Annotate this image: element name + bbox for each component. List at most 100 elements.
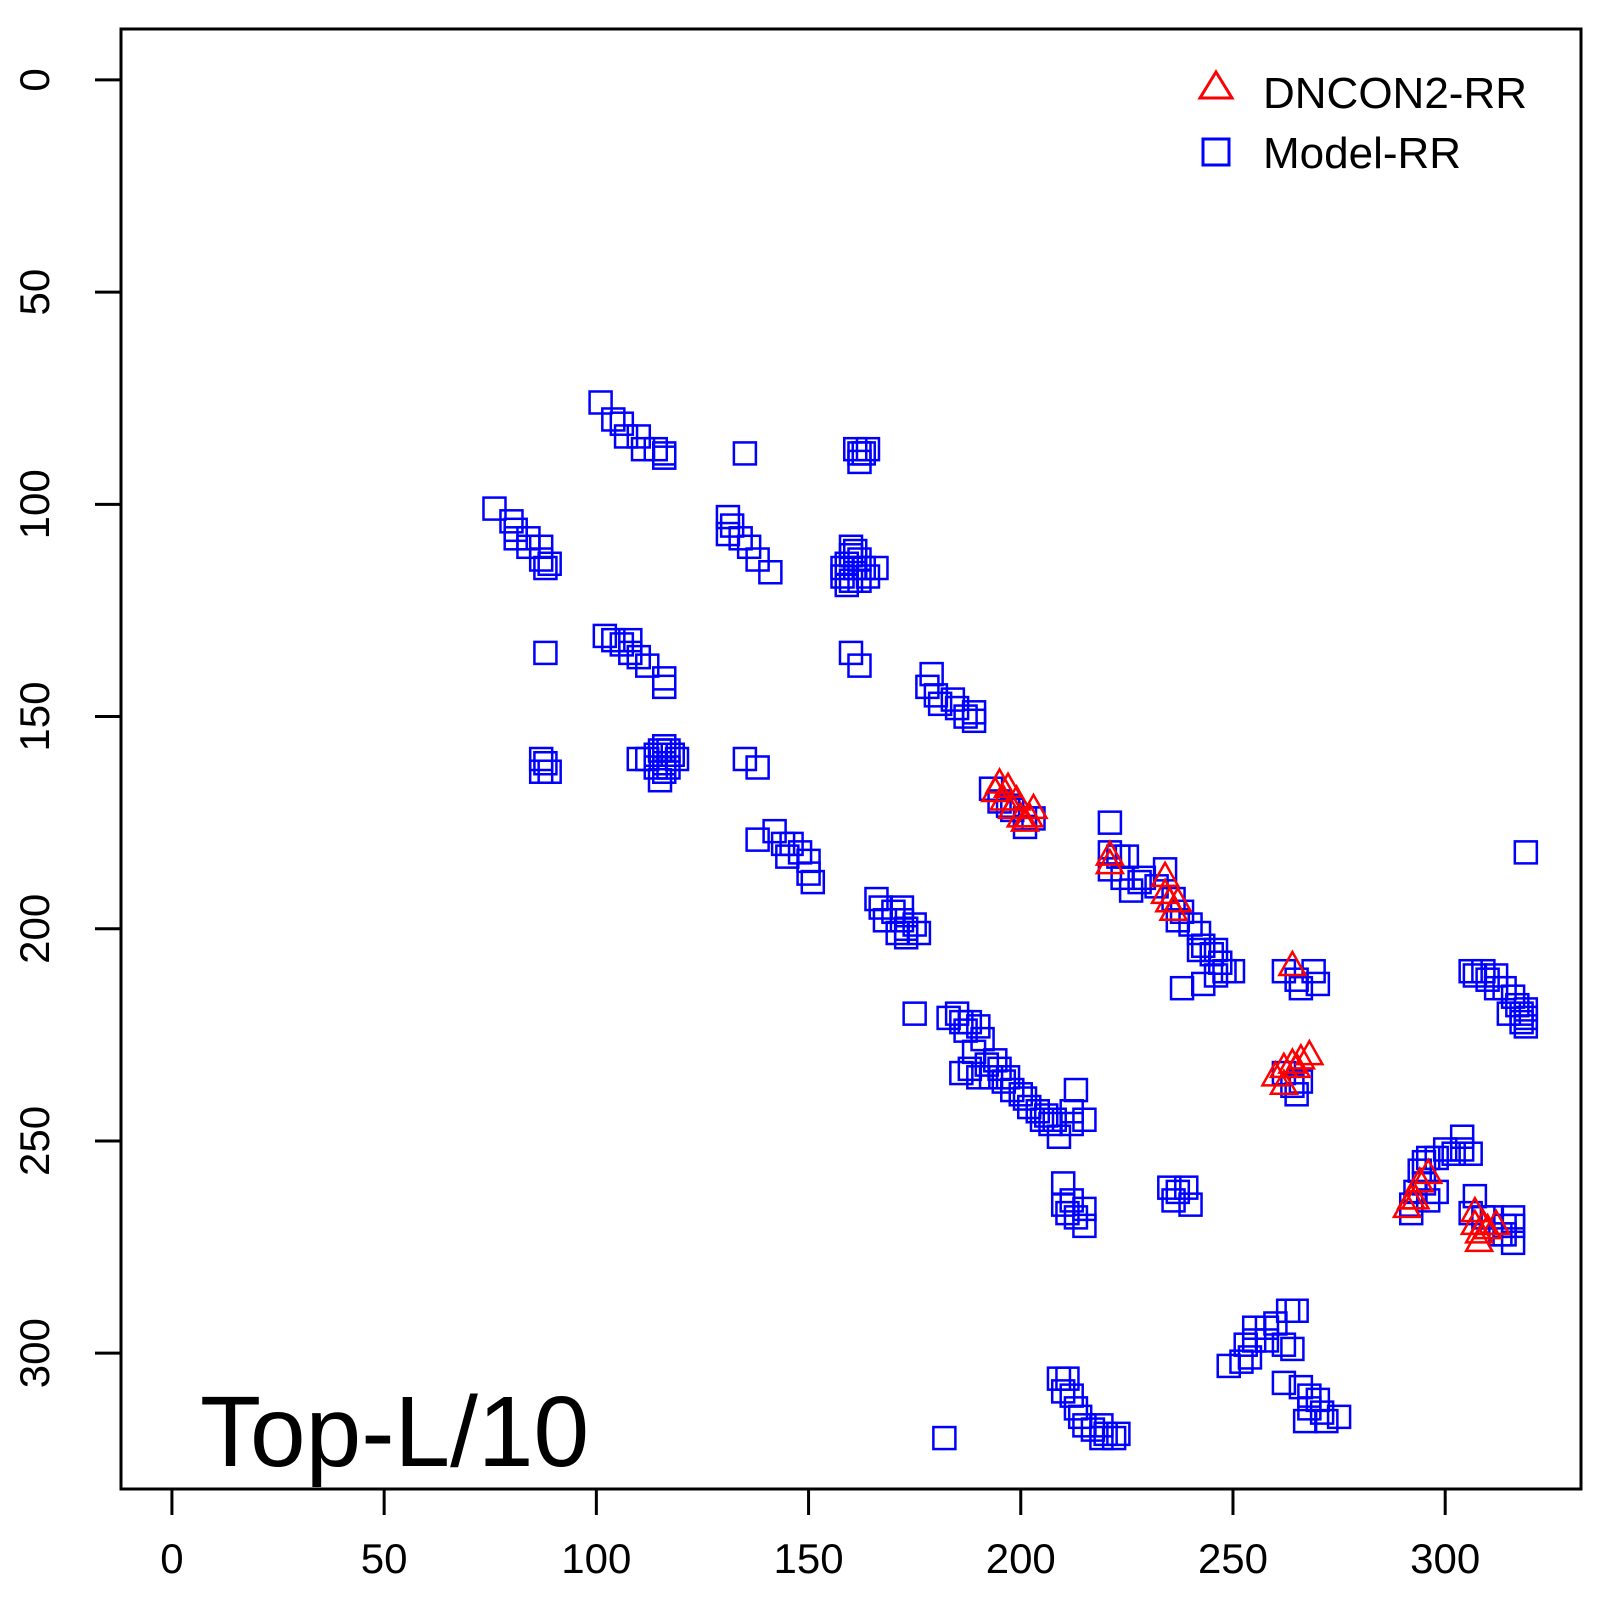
dncon2-rr-point <box>1162 885 1193 913</box>
model-rr-point <box>1191 933 1216 958</box>
x-tick-label: 300 <box>1410 1535 1480 1582</box>
model-rr-point <box>1186 920 1212 946</box>
y-tick-label: 0 <box>11 68 58 91</box>
model-rr-point <box>1305 971 1331 997</box>
model-rr-point <box>528 746 554 772</box>
model-rr-point <box>1254 1315 1280 1340</box>
model-rr-point <box>1017 1094 1042 1120</box>
model-rr-point <box>1097 810 1123 835</box>
model-rr-point <box>961 700 987 725</box>
model-rr-point <box>953 704 978 729</box>
model-rr-point <box>1178 1192 1203 1217</box>
model-rr-point <box>1500 984 1526 1009</box>
model-rr-point <box>1483 963 1509 988</box>
model-rr-point <box>847 653 872 678</box>
model-rr-point <box>847 449 872 475</box>
model-rr-point <box>533 640 558 666</box>
model-rr-point <box>944 1001 970 1026</box>
model-rr-point <box>482 496 507 521</box>
model-rr-point <box>889 908 915 933</box>
model-rr-point <box>957 1056 983 1082</box>
model-rr-point <box>1157 1175 1182 1200</box>
model-rr-point <box>1118 878 1144 903</box>
legend-label-dncon2-rr: DNCON2-RR <box>1263 69 1527 118</box>
model-rr-point <box>1326 1404 1352 1430</box>
model-rr-point <box>609 411 635 436</box>
model-rr-point <box>652 759 677 784</box>
model-rr-point <box>1288 975 1314 1001</box>
model-rr-point <box>1042 1107 1067 1133</box>
model-rr-point <box>796 861 821 886</box>
model-rr-point <box>1089 1425 1114 1451</box>
model-rr-point <box>533 555 558 581</box>
model-rr-point <box>1059 1111 1084 1137</box>
model-rr-point <box>923 683 949 708</box>
model-rr-point <box>1161 1188 1186 1213</box>
model-rr-point <box>626 644 652 670</box>
model-rr-point <box>728 526 753 551</box>
model-rr-point <box>1432 1137 1458 1162</box>
model-rr-point <box>1046 1124 1072 1149</box>
dncon2-rr-point <box>1277 949 1308 977</box>
model-rr-point <box>1292 1408 1318 1434</box>
model-rr-point <box>643 755 669 780</box>
model-rr-point <box>1415 1145 1441 1171</box>
model-rr-point <box>847 568 872 593</box>
model-rr-point <box>618 640 643 666</box>
model-rr-point <box>1492 975 1517 1001</box>
model-rr-point <box>995 1065 1021 1090</box>
annotation-top-l10: Top-L/10 <box>200 1376 589 1488</box>
model-rr-point <box>927 691 953 717</box>
x-tick-label: 50 <box>361 1535 408 1582</box>
model-rr-point <box>902 1001 927 1026</box>
model-rr-point <box>1203 963 1229 988</box>
model-rr-point <box>652 674 677 700</box>
y-tick-label: 300 <box>11 1318 58 1388</box>
dncon2-rr-point <box>1480 1208 1512 1236</box>
model-rr-point <box>499 509 524 534</box>
x-axis: 0 50 100 150 200 250 300 <box>160 1489 1480 1582</box>
model-rr-point <box>1496 1001 1522 1026</box>
dncon2-rr-point <box>1294 1038 1325 1066</box>
model-rr-point <box>915 674 940 700</box>
model-rr-point <box>1093 1421 1118 1447</box>
x-tick-label: 200 <box>986 1535 1056 1582</box>
model-rr-point <box>966 1014 991 1039</box>
dncon2-rr-point <box>1400 1182 1431 1210</box>
model-rr-point <box>940 687 966 712</box>
model-rr-point <box>1441 1141 1466 1166</box>
dncon2-rr-point <box>1285 1042 1317 1070</box>
x-tick-label: 250 <box>1198 1535 1268 1582</box>
model-rr-point <box>970 1026 995 1052</box>
y-tick-label: 50 <box>11 269 58 316</box>
model-rr-point <box>1089 1413 1114 1438</box>
model-rr-point <box>647 767 673 793</box>
model-rr-point <box>732 441 758 466</box>
model-rr-point <box>1458 958 1483 984</box>
model-rr-point <box>1216 1353 1241 1379</box>
dncon2-rr-point <box>1014 800 1045 828</box>
model-rr-point <box>533 750 558 776</box>
model-rr-point <box>528 547 554 572</box>
model-rr-point <box>719 513 745 538</box>
model-rr-point <box>1186 937 1212 963</box>
model-rr-point <box>745 827 770 852</box>
model-rr-point <box>1500 1230 1526 1256</box>
model-rr-series <box>482 390 1539 1451</box>
model-rr-point <box>1127 869 1152 895</box>
model-rr-point <box>1055 1366 1080 1391</box>
model-rr-point <box>613 424 639 449</box>
model-rr-point <box>715 504 741 530</box>
y-tick-label: 100 <box>11 469 58 539</box>
model-rr-point <box>1297 1396 1322 1421</box>
model-rr-point <box>1063 1077 1089 1103</box>
dncon2-rr-point <box>1413 1157 1444 1185</box>
model-rr-point <box>1191 971 1216 997</box>
model-rr-point <box>1284 1298 1309 1323</box>
model-rr-point <box>1241 1315 1267 1340</box>
dncon2-rr-point <box>1472 1212 1503 1240</box>
model-rr-point <box>1271 1332 1297 1357</box>
model-rr-point <box>1207 950 1233 975</box>
model-rr-point <box>1241 1328 1267 1353</box>
model-rr-point <box>732 746 758 772</box>
